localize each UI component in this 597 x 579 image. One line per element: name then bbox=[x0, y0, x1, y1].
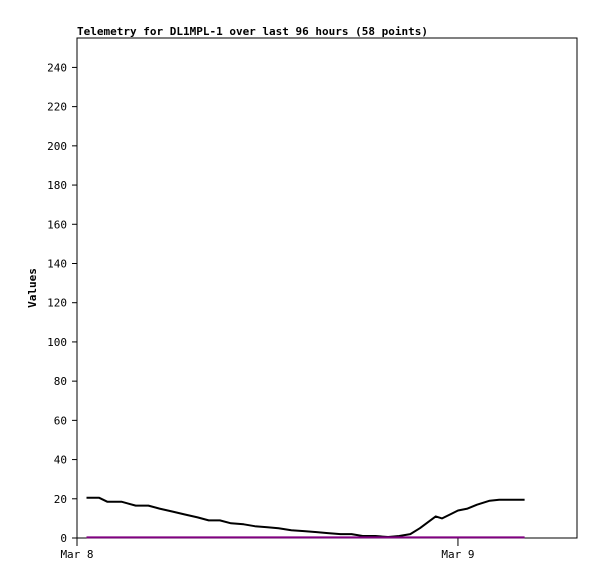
y-tick-label: 140 bbox=[47, 257, 67, 270]
x-axis: Mar 8 Mar 9 bbox=[60, 538, 475, 561]
y-tick-label: 100 bbox=[47, 336, 67, 349]
y-tick-label: 40 bbox=[54, 454, 67, 467]
y-tick-label: 0 bbox=[60, 532, 67, 545]
y-axis: 0 20 40 60 80 100 120 140 160 180 200 220 240 bbox=[47, 61, 77, 545]
y-axis-label: Values bbox=[26, 268, 39, 308]
series-line-1 bbox=[86, 496, 525, 538]
y-tick-label: 220 bbox=[47, 101, 67, 114]
x-tick-label: Mar 9 bbox=[441, 548, 474, 561]
series-layer bbox=[86, 496, 525, 539]
y-tick-label: 120 bbox=[47, 297, 67, 310]
chart-title: Telemetry for DL1MPL-1 over last 96 hour… bbox=[77, 25, 428, 38]
y-tick-label: 180 bbox=[47, 179, 67, 192]
plot-area bbox=[76, 37, 578, 539]
y-tick-label: 240 bbox=[47, 61, 67, 74]
x-tick-label: Mar 8 bbox=[60, 548, 93, 561]
y-tick-label: 160 bbox=[47, 218, 67, 231]
y-tick-label: 80 bbox=[54, 375, 67, 388]
y-tick-label: 20 bbox=[54, 493, 67, 506]
y-tick-label: 200 bbox=[47, 140, 67, 153]
y-tick-label: 60 bbox=[54, 414, 67, 427]
